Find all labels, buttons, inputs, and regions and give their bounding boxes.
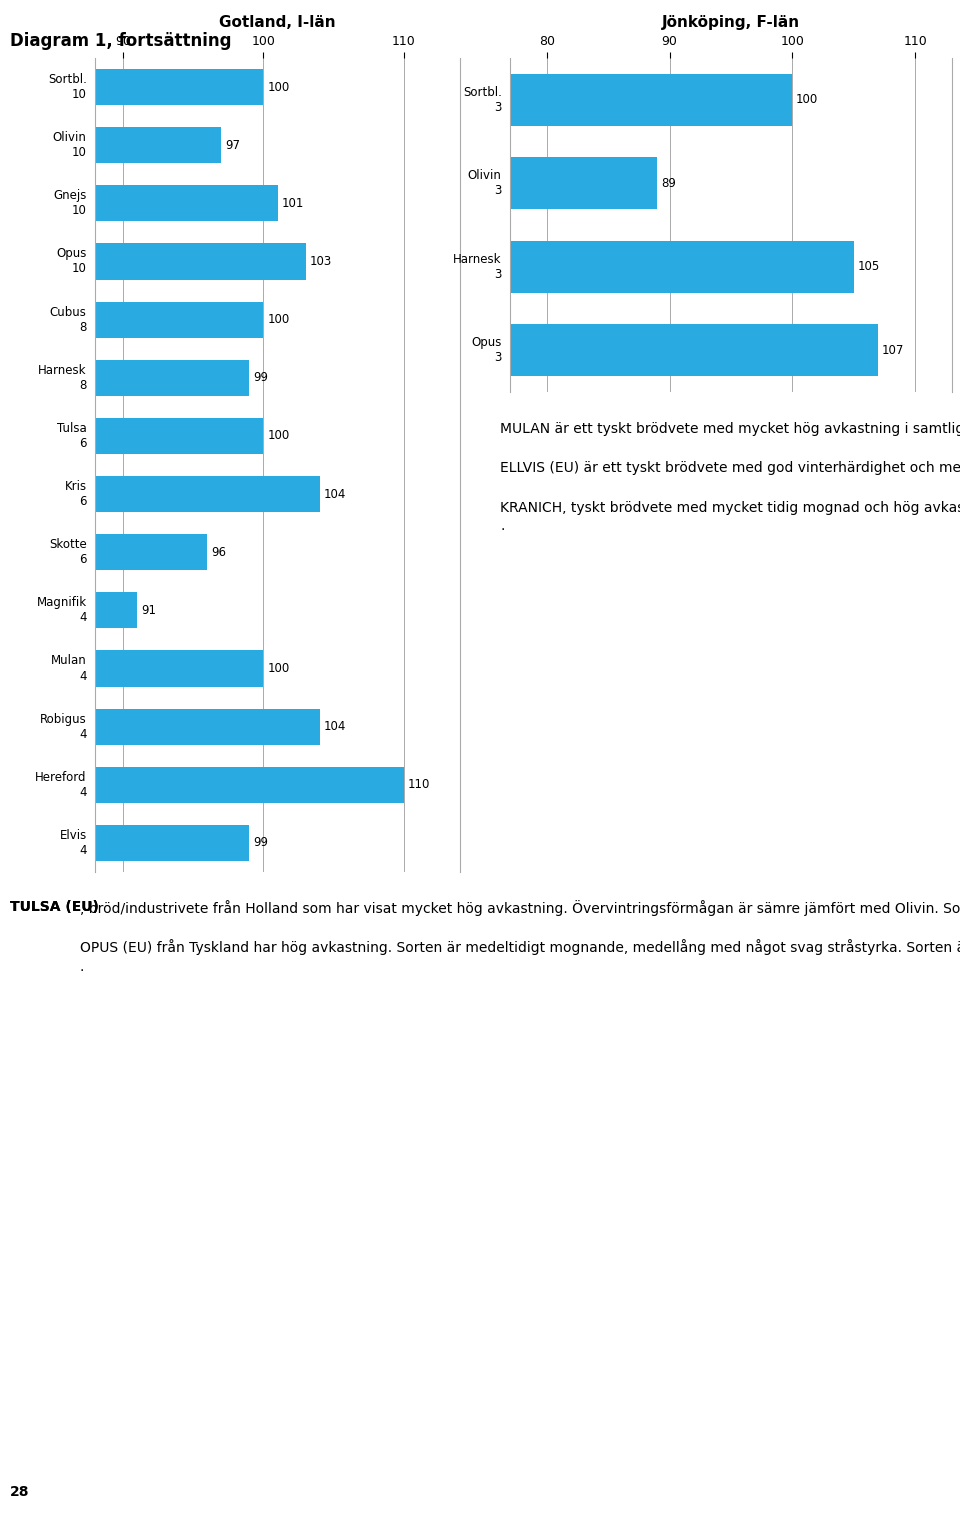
Bar <box>95 825 250 860</box>
Text: 91: 91 <box>141 603 156 617</box>
Bar <box>510 158 658 210</box>
Text: 99: 99 <box>253 836 269 850</box>
Text: 103: 103 <box>310 256 332 268</box>
Text: 100: 100 <box>268 661 290 675</box>
Text: 100: 100 <box>268 314 290 326</box>
Bar <box>95 767 404 802</box>
Bar <box>510 73 792 126</box>
Text: , bröd/industrivete från Holland som har visat mycket hög avkastning. Övervintri: , bröd/industrivete från Holland som har… <box>80 900 960 974</box>
Text: 104: 104 <box>324 720 347 733</box>
Bar <box>95 185 277 222</box>
Text: 100: 100 <box>268 81 290 93</box>
Text: TULSA (EU): TULSA (EU) <box>10 900 99 914</box>
Text: 96: 96 <box>211 545 227 559</box>
Bar <box>95 69 263 106</box>
Text: 89: 89 <box>661 176 676 190</box>
Bar <box>95 592 137 628</box>
Text: 105: 105 <box>857 260 879 273</box>
Text: 104: 104 <box>324 487 347 501</box>
Bar <box>95 476 320 511</box>
Bar <box>95 243 305 280</box>
Bar <box>510 325 878 377</box>
Text: 28: 28 <box>10 1485 30 1499</box>
Bar <box>95 709 320 744</box>
Bar <box>95 127 222 164</box>
Text: 110: 110 <box>408 778 430 792</box>
Text: Diagram 1, fortsättning: Diagram 1, fortsättning <box>10 32 231 51</box>
Text: 99: 99 <box>253 372 269 384</box>
Bar <box>95 418 263 455</box>
Title: Jönköping, F-län: Jönköping, F-län <box>662 15 800 31</box>
Bar <box>95 360 250 397</box>
Text: TULSA (EU): TULSA (EU) <box>10 900 99 914</box>
Bar <box>95 534 207 570</box>
Text: 101: 101 <box>281 197 304 210</box>
Text: MULAN är ett tyskt brödvete med mycket hög avkastning i samtliga odlingsområden.: MULAN är ett tyskt brödvete med mycket h… <box>500 419 960 533</box>
Bar <box>510 240 853 292</box>
Title: Gotland, I-län: Gotland, I-län <box>219 15 336 31</box>
Text: 100: 100 <box>796 93 818 106</box>
Bar <box>95 302 263 338</box>
Text: 100: 100 <box>268 429 290 442</box>
Text: 97: 97 <box>226 139 241 152</box>
Bar <box>95 651 263 686</box>
Text: 107: 107 <box>882 344 904 357</box>
